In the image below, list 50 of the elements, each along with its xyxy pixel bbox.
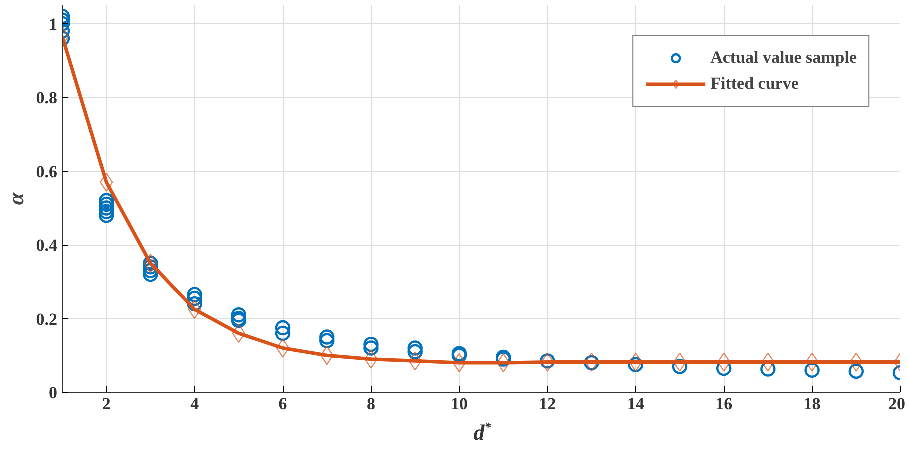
point [231,308,247,323]
x-tick-label: 12 [539,394,556,414]
point [232,324,246,344]
x-tick-label: 14 [627,394,645,414]
point [364,337,379,352]
point [628,357,644,372]
point [540,354,556,369]
point [99,200,114,216]
y-tick-label: 0.6 [36,162,58,182]
x-tick-label: 8 [366,394,376,414]
x-tick-label: 2 [102,394,111,414]
point [275,326,291,342]
point [673,352,687,372]
point [408,340,423,356]
x-tick-label: 20 [888,394,906,414]
point [496,353,510,373]
x-tick-label: 6 [278,394,288,414]
x-axis-title: d$^{*}$ [474,418,492,447]
point [99,196,114,212]
point [848,364,864,380]
point [804,362,820,378]
point [452,353,466,373]
point [584,355,600,371]
point [276,338,290,358]
point [275,320,291,336]
x-tick-label: 4 [190,394,200,414]
point [672,359,688,374]
x-tick-label: 18 [804,394,821,414]
point [320,330,335,345]
y-axis-title: α [3,192,28,206]
point [99,193,114,208]
point [717,352,731,372]
y-tick-label: 0.8 [36,88,58,108]
x-tick-label: 10 [450,394,468,414]
point [143,266,158,282]
point [408,344,423,360]
point [187,287,202,302]
y-tick-label: 0 [49,384,58,402]
point [187,296,202,312]
x-tick-label: 16 [716,394,733,414]
y-tick-label: 0.4 [36,236,58,256]
legend-label: Fitted curve [710,74,799,94]
point [99,208,114,224]
point [364,340,379,356]
y-tick-label: 1 [49,14,58,34]
point [187,290,202,306]
y-tick-label: 0.2 [36,310,58,329]
legend-label: Actual value sample [710,48,857,68]
point [320,333,335,348]
point [143,260,158,275]
